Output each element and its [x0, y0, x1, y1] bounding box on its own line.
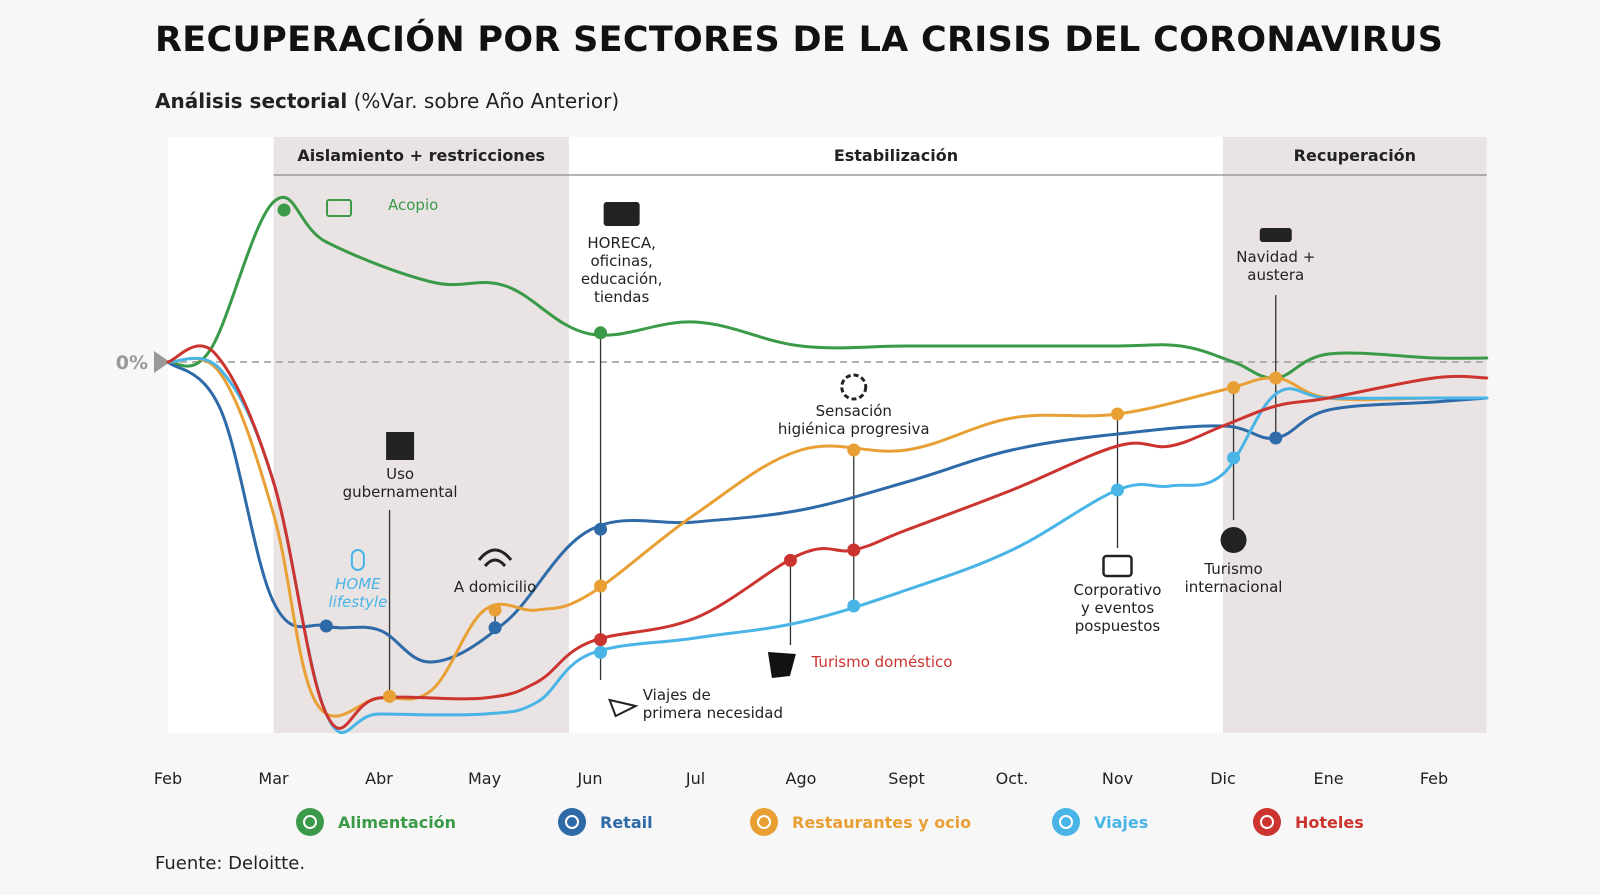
x-tick-label: Oct.: [996, 769, 1029, 788]
marker-restaurantes-y-ocio: [383, 689, 397, 703]
marker-hoteles: [783, 553, 797, 567]
marker-retail: [1269, 431, 1283, 445]
plane-icon: [1052, 808, 1080, 836]
zero-arrow-icon: [154, 351, 170, 373]
cutlery-icon: [750, 808, 778, 836]
chart-subtitle: Análisis sectorial (%Var. sobre Año Ante…: [155, 89, 619, 113]
briefcase-icon: [1102, 554, 1133, 578]
annotation-navidad: Navidad + austera: [1236, 248, 1315, 284]
legend-label: Retail: [600, 813, 653, 832]
x-tick-label: Feb: [154, 769, 182, 788]
legend-item-hoteles: Hoteles: [1253, 808, 1364, 836]
x-tick-label: May: [468, 769, 501, 788]
apple-icon: [296, 808, 324, 836]
marker-restaurantes-y-ocio: [847, 443, 861, 457]
marker-restaurantes-y-ocio: [1269, 371, 1283, 385]
x-tick-label: Dic: [1210, 769, 1236, 788]
marker-alimentacion: [277, 203, 291, 217]
mouse-icon: [350, 549, 365, 571]
x-tick-label: Jun: [577, 769, 603, 788]
wifi-icon: [477, 548, 513, 568]
plane-icon: [608, 698, 639, 718]
legend-label: Alimentación: [338, 813, 456, 832]
legend-glyph: [565, 815, 579, 829]
annotation-a-domicilio: A domicilio: [454, 578, 536, 596]
marker-hoteles: [847, 543, 861, 557]
marker-restaurantes-y-ocio: [1227, 381, 1241, 395]
marker-retail: [488, 621, 502, 635]
spain-map-icon: [767, 652, 796, 678]
globe-icon: [1220, 527, 1247, 553]
legend-glyph: [1059, 815, 1073, 829]
marker-restaurantes-y-ocio: [594, 579, 608, 593]
marker-viajes: [594, 645, 608, 659]
legend-label: Hoteles: [1295, 813, 1364, 832]
marker-viajes: [1111, 483, 1124, 497]
source-note: Fuente: Deloitte.: [155, 853, 306, 874]
x-tick-label: Ago: [786, 769, 817, 788]
x-tick-label: Jul: [685, 769, 705, 788]
legend: Alimentación Retail Restaurantes y ocio Via…: [296, 808, 1364, 836]
marker-retail: [319, 619, 333, 633]
cart-icon: [558, 808, 586, 836]
annotation-turismo: Turismo internacional: [1185, 560, 1283, 596]
phase-label-estabilizacion: Estabilización: [834, 146, 958, 165]
marker-restaurantes-y-ocio: [488, 603, 502, 617]
legend-label: Restaurantes y ocio: [792, 813, 971, 832]
legend-glyph: [303, 815, 317, 829]
annotation-turismo-domestico: Turismo doméstico: [811, 653, 953, 671]
legend-label: Viajes: [1094, 813, 1148, 832]
zero-baseline: 0%: [116, 351, 1487, 374]
basket-icon: [326, 199, 352, 217]
x-tick-label: Feb: [1420, 769, 1448, 788]
series-markers: [277, 203, 1283, 703]
marker-retail: [594, 522, 608, 536]
series-line-restaurantes-y-ocio: [166, 356, 1489, 718]
virus-icon: [840, 373, 868, 401]
legend-item-retail: Retail: [558, 808, 653, 836]
open-sign-icon: [603, 202, 640, 226]
phase-label-recuperacion: Recuperación: [1294, 146, 1416, 165]
x-tick-label: Nov: [1102, 769, 1133, 788]
gift-icon: [1259, 228, 1292, 242]
subtitle-bold: Análisis sectorial: [155, 89, 348, 113]
marker-hoteles: [594, 633, 608, 647]
x-tick-label: Sept: [888, 769, 924, 788]
marker-viajes: [847, 599, 861, 613]
zero-label: 0%: [116, 352, 148, 374]
legend-item-viajes: Viajes: [1052, 808, 1148, 836]
annotation-acopio: Acopio: [388, 196, 438, 214]
phase-band-aislamiento-restricciones: [273, 137, 569, 733]
bed-icon: [1253, 808, 1281, 836]
legend-item-restaurantes-y-ocio: Restaurantes y ocio: [750, 808, 971, 836]
legend-glyph: [1260, 815, 1274, 829]
series-line-hoteles: [166, 344, 1489, 730]
annotation-leaders: [388, 295, 1277, 697]
marker-restaurantes-y-ocio: [1111, 407, 1124, 421]
phase-band-recuperacion: [1223, 137, 1487, 733]
x-tick-label: Abr: [365, 769, 393, 788]
annotation-uso: Uso gubernamental: [343, 465, 458, 501]
phase-label-aislamiento-restricciones: Aislamiento + restricciones: [297, 146, 545, 165]
x-axis: Feb Mar Abr May Jun Jul Ago Sept Oct. Nov Dic Ene Fe…: [154, 769, 1448, 788]
legend-item-alimentacion: Alimentación: [296, 808, 456, 836]
x-tick-label: Ene: [1313, 769, 1343, 788]
annotation-sensacion: Sensación higiénica progresiva: [778, 402, 930, 438]
annotation-horeca: HORECA, oficinas, educación, tiendas: [581, 234, 663, 306]
x-tick-label: Mar: [258, 769, 289, 788]
annotations: Acopio HORECA, oficinas, educación, tiendas U…: [326, 196, 1315, 722]
marker-alimentacion: [594, 326, 608, 340]
building-icon: [386, 432, 415, 460]
chart-title: RECUPERACIÓN POR SECTORES DE LA CRISIS D…: [155, 20, 1444, 60]
annotation-home: HOME lifestyle: [328, 575, 387, 611]
marker-viajes: [1227, 451, 1241, 465]
annotation-viajes-de: Viajes de primera necesidad: [643, 686, 783, 722]
annotation-corporativo: Corporativo y eventos pospuestos: [1074, 581, 1162, 635]
subtitle-rest: (%Var. sobre Año Anterior): [347, 89, 620, 113]
legend-glyph: [757, 815, 771, 829]
